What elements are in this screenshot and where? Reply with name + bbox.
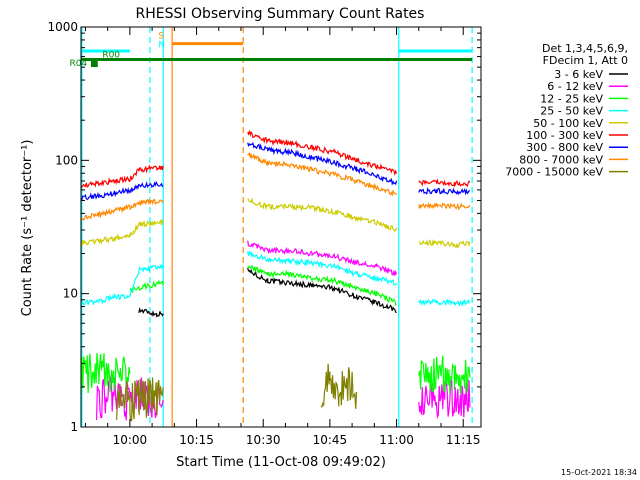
series-2-segment-2 [247,264,397,306]
x-axis-label: Start Time (11-Oct-08 09:49:02) [176,455,386,470]
legend-label-8: 7000 - 15000 keV [505,166,603,179]
series-5-segment-0 [80,164,164,189]
legend-label-5: 100 - 300 keV [526,129,603,142]
series-6-segment-2 [418,187,471,196]
x-tick-label-5: 11:15 [446,433,481,447]
series-4-segment-2 [418,238,471,249]
annotation-0: S [158,31,164,41]
x-tick-label-1: 10:15 [179,433,214,447]
series-7-segment-2 [418,201,471,211]
series-7-segment-1 [247,152,398,197]
legend-header-1: FDecim 1, Att 0 [543,54,628,67]
y-tick-label-1: 10 [63,287,78,301]
series-0-segment-1 [247,267,397,313]
y-tick-label-3: 1000 [47,20,78,34]
series-2-segment-3 [418,355,471,395]
plot-area [81,27,481,427]
legend-label-7: 800 - 7000 keV [519,153,603,166]
x-tick-label-3: 10:45 [313,433,348,447]
footer-timestamp: 15-Oct-2021 18:34 [561,468,637,477]
series-3-segment-2 [418,298,471,308]
x-tick-label-0: 10:00 [113,433,148,447]
legend-label-2: 12 - 25 keV [540,92,603,105]
legend-label-6: 300 - 800 keV [526,141,603,154]
series-3-segment-0 [80,263,164,306]
y-tick-label-0: 1 [70,420,78,434]
y-axis-label: Count Rate (s⁻¹ detector⁻¹) [20,140,35,317]
series-5-segment-2 [418,178,471,188]
series-5-segment-1 [247,129,398,177]
y-tick-label-2: 100 [55,153,78,167]
series-2-segment-0 [80,353,131,395]
x-tick-label-4: 11:00 [379,433,414,447]
annotation-2: R00 [102,51,120,61]
annotation-1: N [158,41,165,51]
series-0-segment-0 [138,306,164,318]
series-7-segment-0 [80,198,164,222]
annotation-3: R04 ■ [69,59,98,69]
series-1-segment-1 [247,240,398,276]
series-4-segment-1 [247,197,398,233]
legend-header-0: Det 1,3,4,5,6,9, [542,42,628,55]
plot-frame [80,26,482,428]
chart-title: RHESSI Observing Summary Count Rates [136,6,425,22]
series-2-segment-1 [129,279,164,294]
series-1-segment-0 [96,374,164,421]
series-4-segment-0 [80,218,164,247]
legend-label-1: 6 - 12 keV [547,80,603,93]
x-tick-label-2: 10:30 [246,433,281,447]
series-1-segment-2 [418,377,471,420]
series-6-segment-0 [80,180,164,202]
series-8-segment-0 [116,377,164,422]
series-3-segment-1 [247,250,398,286]
legend-label-3: 25 - 50 keV [540,105,603,118]
series-8-segment-1 [320,363,358,409]
series-6-segment-1 [247,141,398,186]
legend-label-4: 50 - 100 keV [533,117,603,130]
legend-label-0: 3 - 6 keV [554,68,603,81]
